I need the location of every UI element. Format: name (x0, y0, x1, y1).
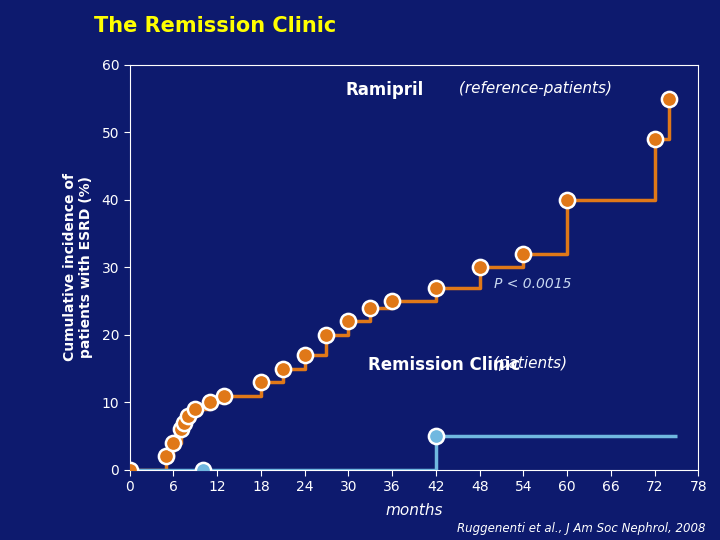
Point (562, 195, 573, 204)
Point (320, 330, 332, 339)
Text: Ramipril: Ramipril (346, 81, 424, 99)
Y-axis label: Cumulative incidence of
patients with ESRD (%): Cumulative incidence of patients with ES… (63, 173, 93, 361)
Point (204, 398, 215, 407)
Text: (patients): (patients) (488, 356, 567, 372)
Text: Ruggenenti et al., J Am Soc Nephrol, 2008: Ruggenenti et al., J Am Soc Nephrol, 200… (457, 522, 706, 535)
Point (364, 303, 376, 312)
Point (518, 249, 529, 258)
Point (219, 391, 230, 400)
Point (161, 452, 172, 461)
Point (179, 418, 190, 427)
Point (277, 364, 289, 373)
Point (343, 317, 354, 326)
Point (474, 263, 485, 272)
Point (189, 405, 201, 414)
Text: P < 0.0015: P < 0.0015 (494, 276, 572, 291)
Point (299, 351, 310, 360)
Point (197, 465, 208, 474)
Point (430, 283, 441, 292)
Point (255, 378, 266, 387)
Point (175, 425, 186, 434)
Point (387, 297, 398, 306)
Point (182, 411, 194, 420)
X-axis label: months: months (385, 503, 443, 517)
Point (649, 134, 660, 143)
Text: (reference-patients): (reference-patients) (454, 81, 612, 96)
Point (124, 465, 135, 474)
Point (663, 94, 675, 103)
Point (430, 432, 441, 441)
Text: Remission Clinic: Remission Clinic (369, 356, 521, 374)
Point (168, 438, 179, 447)
Text: The Remission Clinic: The Remission Clinic (94, 16, 336, 36)
